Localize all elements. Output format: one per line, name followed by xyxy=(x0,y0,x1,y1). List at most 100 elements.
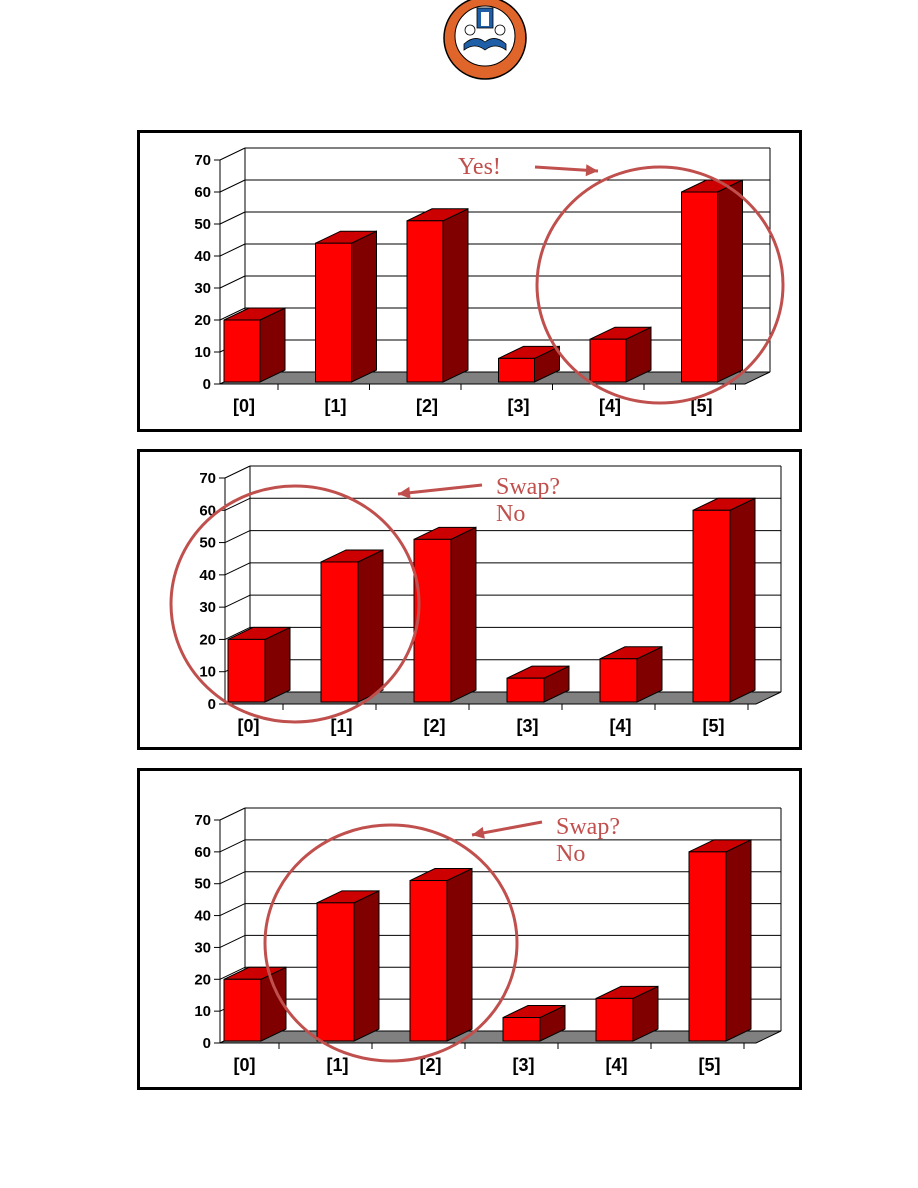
gridline-side xyxy=(224,465,251,479)
bar-side xyxy=(357,549,384,703)
y-tick-label: 50 xyxy=(194,876,211,893)
gridline-side xyxy=(219,903,246,917)
y-tick-label: 70 xyxy=(194,152,211,169)
annotation-text: Swap? xyxy=(496,474,560,500)
y-tick-label: 30 xyxy=(199,599,216,616)
bar-side xyxy=(729,497,756,703)
y-tick-label: 60 xyxy=(194,184,211,201)
x-tick-label: [0] xyxy=(234,1055,256,1075)
annotation-text: Yes! xyxy=(458,154,501,180)
y-tick-label: 0 xyxy=(208,696,216,713)
bar xyxy=(223,307,286,383)
gridline-side xyxy=(219,211,246,225)
bar-front xyxy=(320,561,359,703)
y-tick-label: 30 xyxy=(194,939,211,956)
x-tick-label: [3] xyxy=(508,396,530,416)
bar-front xyxy=(227,638,266,703)
gridline-side xyxy=(219,839,246,853)
x-tick-label: [4] xyxy=(606,1055,628,1075)
bar-side xyxy=(351,230,377,383)
y-tick-label: 50 xyxy=(199,535,216,552)
gridline-side xyxy=(219,307,246,321)
bar-front xyxy=(589,338,627,383)
y-tick-label: 10 xyxy=(194,1003,211,1020)
annotation-text: No xyxy=(556,841,585,867)
annotation-arrowhead xyxy=(398,486,411,499)
y-tick-label: 40 xyxy=(194,908,211,925)
y-tick-label: 60 xyxy=(194,844,211,861)
annotation-arrowhead xyxy=(472,826,485,839)
x-tick-label: [5] xyxy=(691,396,713,416)
bar xyxy=(413,526,477,703)
bar-chart-3: 0 10 20 30 40 50 60 70 [0] [1] [2] [3] [4] [5] Swap?No xyxy=(194,807,782,1075)
bar-side xyxy=(725,839,752,1042)
bar-side xyxy=(446,867,473,1042)
y-tick-label: 40 xyxy=(199,567,216,584)
university-logo xyxy=(443,0,527,80)
bar xyxy=(589,326,652,383)
chart-panel-1: 0 10 20 30 40 50 60 70 [0] [1] [2] [3] [4] [5] Yes! xyxy=(137,130,802,432)
y-tick-label: 0 xyxy=(203,1035,211,1052)
gridline-side xyxy=(219,871,246,885)
y-tick-label: 30 xyxy=(194,280,211,297)
bar xyxy=(506,665,570,703)
gridline-side xyxy=(224,594,251,608)
bar xyxy=(498,345,560,383)
bar-front xyxy=(595,997,634,1042)
x-tick-label: [2] xyxy=(424,716,446,736)
bar-chart-1: 0 10 20 30 40 50 60 70 [0] [1] [2] [3] [4] [5] Yes! xyxy=(194,147,785,416)
chart-panel-2: 0 10 20 30 40 50 60 70 [0] [1] [2] [3] [4] [5] Swap? No xyxy=(137,449,802,750)
bar-front xyxy=(502,1017,541,1042)
annotation-arrow xyxy=(397,483,483,496)
bar xyxy=(320,549,384,703)
x-tick-label: [2] xyxy=(416,396,438,416)
bar-front xyxy=(316,902,355,1042)
x-tick-label: [0] xyxy=(238,716,260,736)
highlight-circle xyxy=(535,165,785,405)
x-tick-label: [5] xyxy=(703,716,725,736)
bar-front xyxy=(315,242,352,383)
gridline-side xyxy=(219,243,246,257)
bar xyxy=(502,1004,566,1042)
y-tick-label: 70 xyxy=(194,812,211,829)
gridline-side xyxy=(219,275,246,289)
gridline-side xyxy=(219,966,246,980)
gridline-side xyxy=(224,562,251,576)
bar xyxy=(688,839,752,1042)
x-tick-label: [3] xyxy=(513,1055,535,1075)
bar-front xyxy=(413,538,452,703)
bar xyxy=(599,646,663,703)
bar-front xyxy=(223,978,262,1042)
bar-side xyxy=(717,179,743,383)
x-tick-label: [0] xyxy=(233,396,255,416)
gridline-side xyxy=(224,626,251,640)
y-tick-label: 10 xyxy=(199,664,216,681)
chart-panel-3: 0 10 20 30 40 50 60 70 [0] [1] [2] [3] [4] [5] Swap? No xyxy=(137,768,802,1090)
bar-front xyxy=(406,220,444,383)
x-tick-label: [2] xyxy=(420,1055,442,1075)
y-tick-label: 40 xyxy=(194,248,211,265)
bar-front xyxy=(599,658,638,703)
gridline-side xyxy=(219,147,246,161)
gridline-side xyxy=(219,934,246,948)
y-tick-label: 50 xyxy=(194,216,211,233)
annotation-text: No xyxy=(496,501,525,527)
x-tick-label: [1] xyxy=(331,716,353,736)
gridline-side xyxy=(224,530,251,544)
annotation-text: Swap? xyxy=(556,814,620,840)
bar xyxy=(681,179,743,383)
bar-front xyxy=(692,509,731,703)
bar-front xyxy=(409,880,448,1042)
y-tick-label: 10 xyxy=(194,344,211,361)
bar xyxy=(223,966,287,1042)
gridline-side xyxy=(219,807,246,821)
y-tick-label: 20 xyxy=(194,971,211,988)
gridline-side xyxy=(219,179,246,193)
x-tick-label: [1] xyxy=(327,1055,349,1075)
bar-side xyxy=(442,208,469,383)
y-tick-label: 0 xyxy=(203,376,211,393)
x-tick-label: [3] xyxy=(517,716,539,736)
x-tick-label: [4] xyxy=(610,716,632,736)
highlight-circle xyxy=(263,823,519,1063)
bar-side xyxy=(264,626,291,703)
